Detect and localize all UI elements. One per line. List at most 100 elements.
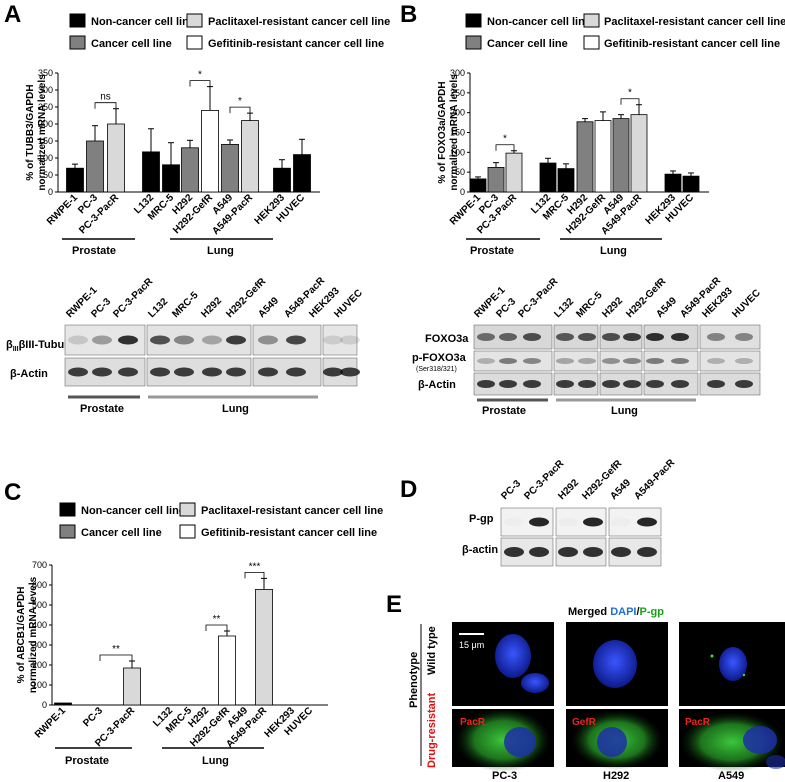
blot-b-strip (699, 324, 761, 350)
panel-letter-d: D (400, 476, 417, 503)
bar (86, 140, 104, 193)
blot-band (611, 547, 631, 557)
blot-column-label: PC-3 (499, 478, 523, 502)
chart-a-tubb3: 0 50 100 150 200 250 300 350% of TUBB3/GAPDHnor… (25, 68, 320, 237)
blot-band (202, 367, 222, 377)
legend-label-gefitinib: Gefitinib-resistant cancer cell line (201, 527, 377, 539)
legend-swatch-non-cancer (59, 502, 76, 517)
group-label-lung: Lung (207, 245, 234, 257)
legend-label-gefitinib: Gefitinib-resistant cancer cell line (604, 38, 780, 50)
bar (142, 151, 160, 193)
blot-band (523, 380, 541, 388)
blot-a-tubulin-strip-hek (322, 324, 358, 356)
blot-band (637, 517, 657, 527)
nucleus (766, 755, 785, 769)
significance-bracket (620, 98, 640, 105)
blot-band (602, 333, 620, 341)
y-axis-label: % of TUBB3/GAPDHnormalized mRNA levels (25, 74, 48, 191)
blot-band (226, 335, 246, 345)
blot-band (258, 335, 278, 345)
blot-band (226, 367, 246, 377)
bar (181, 147, 199, 193)
blot-column-label: L132 (552, 296, 576, 320)
blot-b-row3-label: β-Actin (418, 379, 456, 391)
panel-e-title: Merged DAPI/P-gp (568, 606, 664, 618)
blot-band (174, 335, 194, 345)
significance-label: * (503, 134, 507, 145)
blot-column-label: HUVEC (730, 288, 763, 321)
blot-a-tubulin-bands (68, 335, 360, 345)
blot-band (623, 333, 641, 341)
significance-bracket (229, 106, 251, 114)
y-tick-label: 100 (450, 147, 465, 157)
legend-swatch-gefitinib (186, 35, 203, 50)
group-label-lung: Lung (202, 755, 229, 767)
blot-b-strip (699, 350, 761, 372)
blot-band (671, 380, 689, 388)
bar (612, 118, 630, 193)
blot-band (323, 367, 343, 377)
significance-bracket (94, 102, 117, 109)
y-tick-label: 50 (43, 170, 53, 180)
bar (273, 167, 291, 193)
blot-column-label: PC-3 (89, 296, 113, 320)
category-label: RWPE-1 (33, 705, 68, 740)
blot-band (150, 335, 170, 345)
legend-swatch-gefitinib (179, 524, 196, 539)
blot-band (323, 335, 343, 345)
y-tick-label: 300 (38, 85, 53, 95)
y-tick-label: 200 (450, 108, 465, 118)
legend-swatch-paclitaxel (583, 13, 600, 28)
y-tick-label: 250 (38, 102, 53, 112)
y-tick-label: 300 (450, 68, 465, 78)
phenotype-label: Phenotype (408, 652, 420, 708)
legend-label-non-cancer: Non-cancer cell line (487, 16, 591, 28)
y-tick-label: 350 (38, 68, 53, 78)
significance-label: * (238, 96, 242, 107)
blot-b-row2-label: p-FOXO3a (412, 352, 467, 364)
significance-label: ns (100, 92, 111, 103)
y-axis-label: % of ABCB1/GAPDHnormalized mRNA levels (16, 576, 39, 693)
blot-b-bands (477, 333, 753, 388)
blot-band (504, 518, 524, 527)
bar (107, 123, 125, 193)
blot-band (583, 547, 603, 557)
blot-b-lung-label: Lung (611, 405, 638, 417)
blot-band (646, 333, 664, 341)
cell-label-pc3: PC-3 (492, 770, 517, 782)
bar (487, 167, 505, 193)
blot-band (286, 367, 306, 377)
legend-swatch-non-cancer (69, 13, 86, 28)
title-pgp: P-gp (640, 606, 665, 618)
blot-band (602, 358, 620, 364)
blot-band (523, 333, 541, 341)
legend-swatch-non-cancer (465, 13, 482, 28)
blot-band (477, 333, 495, 341)
significance-bracket (189, 80, 211, 87)
blot-column-label: L132 (146, 296, 170, 320)
scale-bar-label: 15 μm (459, 640, 484, 650)
blot-b-row2-sublabel: (Ser318/321) (416, 366, 457, 373)
bar (201, 110, 219, 193)
legend-swatch-gefitinib (583, 35, 600, 50)
blot-band (637, 547, 657, 557)
chart-c-abcb1: 0 100 200 300 400 500 600 700 % of ABCB1/GAPDHno… (16, 560, 328, 750)
blot-band (529, 517, 549, 527)
blot-band (202, 335, 222, 345)
legend-swatch-paclitaxel (186, 13, 203, 28)
blot-band (646, 380, 664, 388)
blot-band (118, 335, 138, 345)
y-axis-label-line: % of ABCB1/GAPDH (16, 587, 27, 684)
blot-column-label: A549 (608, 477, 633, 502)
blot-band (340, 367, 360, 377)
legend-swatch-cancer (465, 35, 482, 50)
blot-band (583, 517, 603, 527)
blot-band (578, 380, 596, 388)
pgp-dot (742, 673, 746, 677)
category-label: PC-3 (81, 705, 105, 729)
nucleus (743, 726, 777, 754)
blot-band (477, 380, 495, 388)
blot-band (529, 547, 549, 557)
